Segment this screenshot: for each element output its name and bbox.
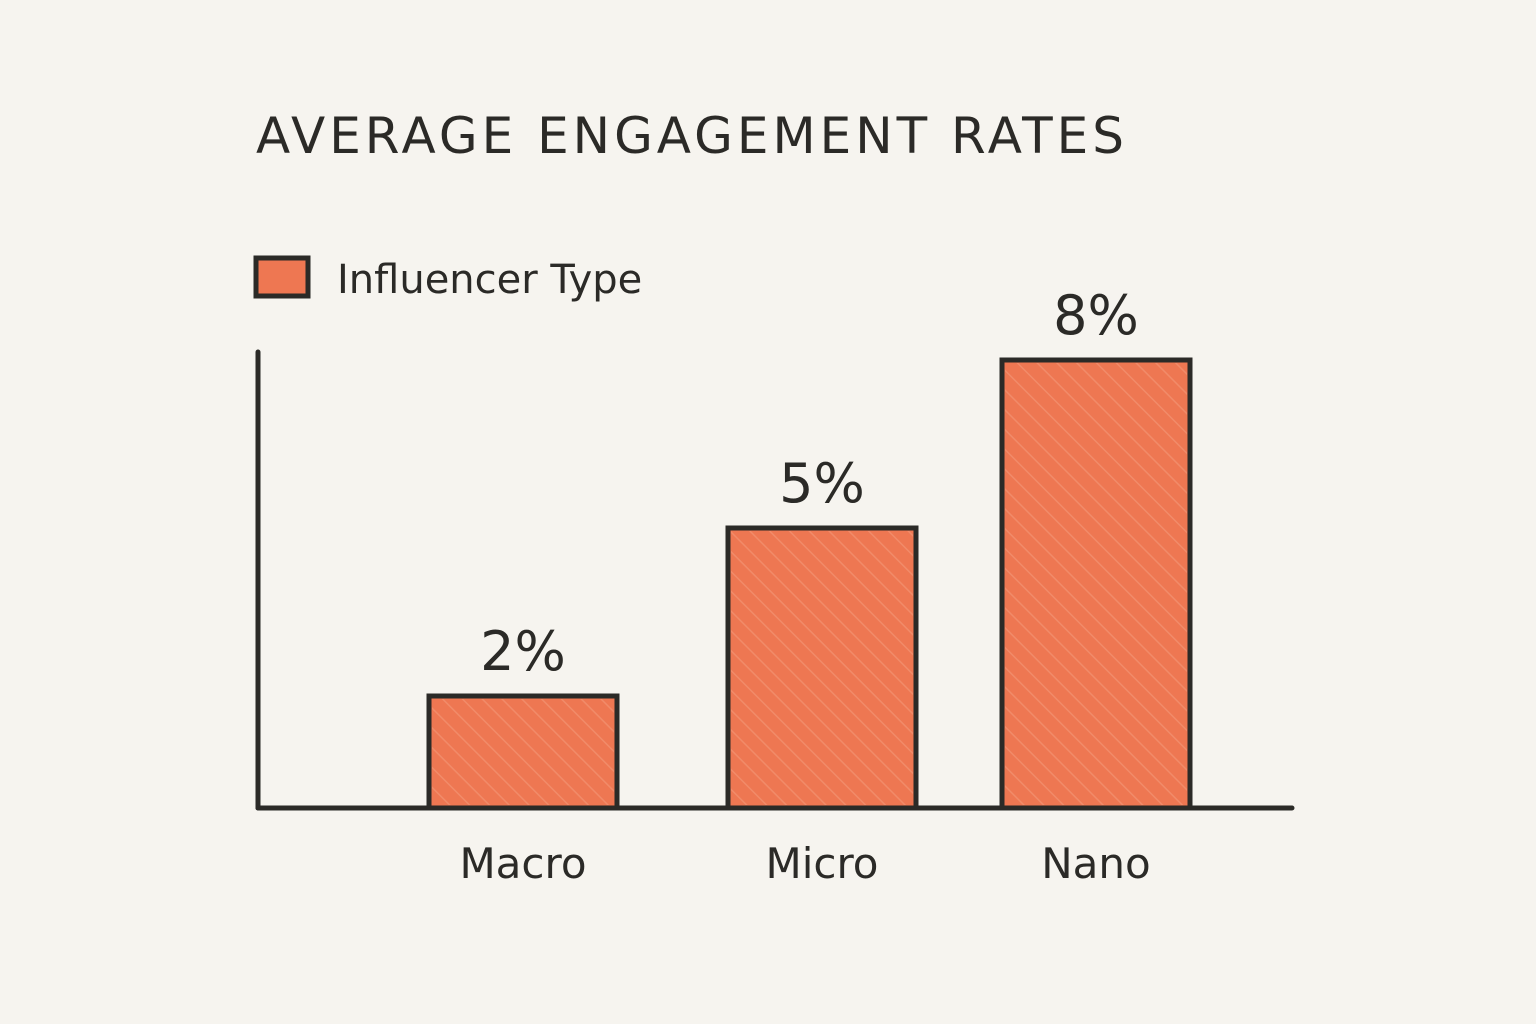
chart-title: AVERAGE ENGAGEMENT RATES: [256, 107, 1128, 165]
legend-swatch: [253, 255, 311, 299]
value-label-micro: 5%: [779, 452, 865, 515]
legend-label: Influencer Type: [337, 257, 642, 303]
bar-micro: [725, 525, 919, 811]
value-label-macro: 2%: [480, 620, 566, 683]
bars-layer: [426, 357, 1193, 811]
bar-macro: [426, 693, 620, 811]
category-label-micro: Micro: [765, 839, 878, 888]
legend: Influencer Type: [253, 255, 642, 303]
category-label-macro: Macro: [459, 839, 586, 888]
value-label-nano: 8%: [1053, 284, 1139, 347]
bar-texture-nano: [1005, 363, 1187, 805]
bar-nano: [999, 357, 1193, 811]
bar-texture-micro: [731, 531, 913, 805]
labels-layer: 2% Macro 5% Micro 8% Nano: [459, 284, 1150, 888]
bar-texture-macro: [432, 699, 614, 805]
category-label-nano: Nano: [1041, 839, 1150, 888]
